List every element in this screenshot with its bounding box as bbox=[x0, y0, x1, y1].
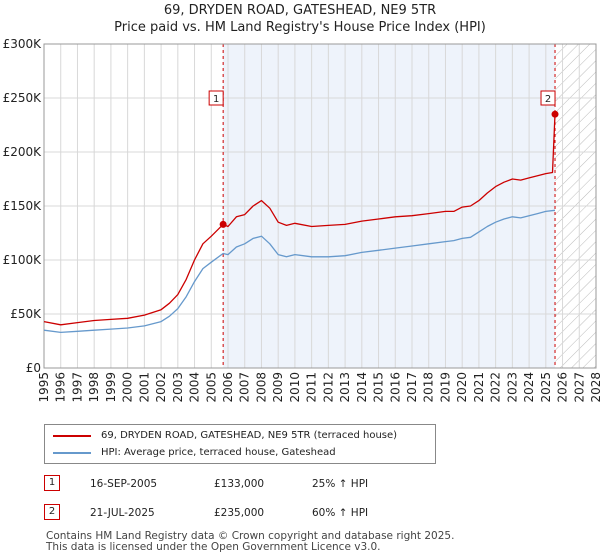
x-tick-label: 2024 bbox=[522, 372, 536, 403]
x-tick-label: 2023 bbox=[505, 372, 519, 403]
x-tick-label: 2003 bbox=[171, 372, 185, 403]
x-tick-label: 2028 bbox=[589, 372, 600, 403]
x-tick-label: 2004 bbox=[188, 372, 202, 403]
x-tick-label: 2020 bbox=[455, 372, 469, 403]
legend-label-property: 69, DRYDEN ROAD, GATESHEAD, NE9 5TR (ter… bbox=[101, 430, 398, 441]
x-tick-label: 2002 bbox=[154, 372, 168, 403]
footer-licence: This data is licensed under the Open Gov… bbox=[46, 541, 381, 553]
x-tick-label: 1997 bbox=[70, 372, 84, 403]
y-tick-label: £0 bbox=[26, 361, 41, 375]
x-tick-label: 2025 bbox=[539, 372, 553, 403]
chart-title: 69, DRYDEN ROAD, GATESHEAD, NE9 5TR bbox=[163, 3, 437, 18]
x-tick-label: 2016 bbox=[388, 372, 402, 403]
sale-annotation-label: 1 bbox=[213, 94, 219, 105]
y-tick-label: £300K bbox=[3, 37, 43, 51]
x-tick-label: 2011 bbox=[305, 372, 319, 403]
y-tick-label: £200K bbox=[3, 145, 43, 159]
x-tick-label: 2015 bbox=[372, 372, 386, 403]
sale-annotation-box bbox=[540, 90, 556, 106]
x-tick-label: 2019 bbox=[438, 372, 452, 403]
sale-price: £235,000 bbox=[214, 507, 265, 519]
x-tick-label: 2008 bbox=[254, 372, 268, 403]
legend-swatch-hpi bbox=[53, 452, 91, 454]
sale-annotation-box bbox=[208, 90, 224, 106]
sale-row-2: 2 21-JUL-2025 £235,000 60% ↑ HPI bbox=[44, 503, 564, 523]
sale-row-1: 1 16-SEP-2005 £133,000 25% ↑ HPI bbox=[44, 474, 564, 494]
x-tick-label: 2017 bbox=[405, 372, 419, 403]
sale-number-badge: 2 bbox=[44, 504, 60, 520]
x-tick-label: 2000 bbox=[121, 372, 135, 403]
x-tick-label: 1999 bbox=[104, 372, 118, 403]
sale-date: 21-JUL-2025 bbox=[90, 507, 155, 519]
y-tick-label: £100K bbox=[3, 253, 43, 267]
x-tick-label: 2010 bbox=[288, 372, 302, 403]
x-tick-label: 2012 bbox=[321, 372, 335, 403]
sale-hpi-change: 60% ↑ HPI bbox=[312, 507, 369, 519]
sale-date: 16-SEP-2005 bbox=[90, 478, 158, 490]
legend-swatch-property bbox=[53, 435, 91, 437]
y-tick-label: £150K bbox=[3, 199, 43, 213]
x-tick-label: 1995 bbox=[37, 372, 51, 403]
x-tick-label: 2026 bbox=[556, 372, 570, 403]
y-tick-label: £50K bbox=[10, 307, 42, 321]
x-tick-label: 2007 bbox=[238, 372, 252, 403]
x-tick-label: 1998 bbox=[87, 372, 101, 403]
x-tick-label: 2005 bbox=[204, 372, 218, 403]
plot-frame bbox=[43, 43, 597, 369]
x-tick-label: 2001 bbox=[137, 372, 151, 403]
x-tick-label: 2013 bbox=[338, 372, 352, 403]
sale-annotation-label: 2 bbox=[545, 94, 551, 105]
chart-legend: 69, DRYDEN ROAD, GATESHEAD, NE9 5TR (ter… bbox=[44, 424, 436, 464]
x-tick-label: 2006 bbox=[221, 372, 235, 403]
sale-point bbox=[219, 220, 227, 228]
x-tick-label: 2021 bbox=[472, 372, 486, 403]
x-tick-label: 2009 bbox=[271, 372, 285, 403]
hpi-line bbox=[43, 209, 556, 334]
sale-number-badge: 1 bbox=[44, 475, 60, 491]
x-tick-label: 2022 bbox=[489, 372, 503, 403]
sale-hpi-change: 25% ↑ HPI bbox=[312, 478, 369, 490]
x-tick-label: 2018 bbox=[422, 372, 436, 403]
footer-copyright: Contains HM Land Registry data © Crown c… bbox=[46, 530, 455, 542]
sale-point bbox=[551, 110, 559, 118]
x-tick-label: 1996 bbox=[54, 372, 68, 403]
property-price-line bbox=[43, 114, 556, 326]
chart-subtitle: Price paid vs. HM Land Registry's House … bbox=[114, 20, 486, 35]
x-tick-label: 2027 bbox=[572, 372, 586, 403]
x-tick-label: 2014 bbox=[355, 372, 369, 403]
sale-price: £133,000 bbox=[214, 478, 265, 490]
legend-label-hpi: HPI: Average price, terraced house, Gate… bbox=[101, 447, 336, 458]
y-tick-label: £250K bbox=[3, 91, 43, 105]
